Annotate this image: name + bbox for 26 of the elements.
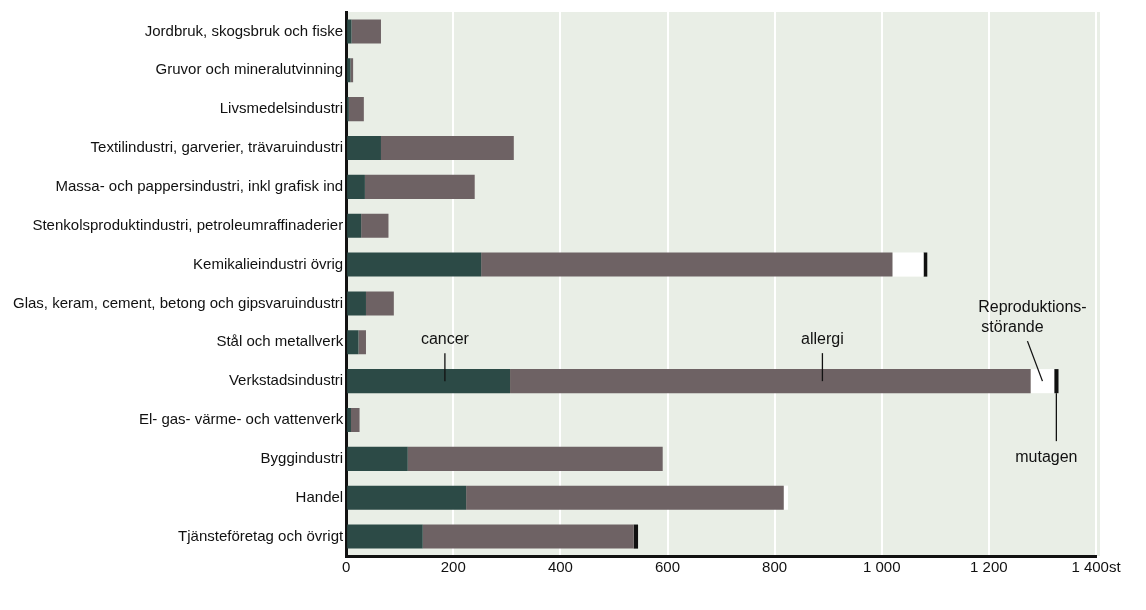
x-tick-label: 1 000 [862,558,901,576]
x-tick-label: 600 [655,558,681,576]
x-tick-label: 1 400st [1071,558,1122,576]
y-tick-label: Stål och metallverk [216,332,344,350]
x-tick-label: 0 [341,558,351,576]
y-tick-label: Handel [295,487,344,505]
x-tick-label: 800 [762,558,788,576]
y-tick-label: El- gas- värme- och vattenverk [138,410,344,428]
y-tick-label: Gruvor och mineralutvinning [155,60,344,78]
y-tick-label: Jordbruk, skogsbruk och fiske [144,21,344,39]
y-tick-label: Kemikalieindustri övrig [193,254,344,272]
y-tick-label: Tjänsteföretag och övrigt [178,526,344,544]
y-tick-label: Massa- och pappersindustri, inkl grafisk ind [55,177,344,194]
x-tick-label: 1 200 [970,558,1008,576]
series-label: cancer [420,329,470,347]
y-tick-label: Verkstadsindustri [228,371,344,389]
x-tick-label: 400 [547,558,573,576]
text: Reproduktions-störande [978,297,1087,335]
y-tick-label: Byggindustri [260,449,344,466]
x-tick-label: 200 [440,558,466,576]
y-tick-label: Stenkolsproduktindustri, petroleumraffinaderier [32,215,344,233]
y-tick-label: Textilindustri, garverier, trävaruindustri [90,138,344,156]
y-tick-label: Livsmedelsindustri [219,99,344,117]
y-tick-label: Glas, keram, cement, betong och gipsvaruindustri [12,293,344,311]
text: mutagen [1015,447,1078,465]
series-label: allergi [801,329,844,347]
